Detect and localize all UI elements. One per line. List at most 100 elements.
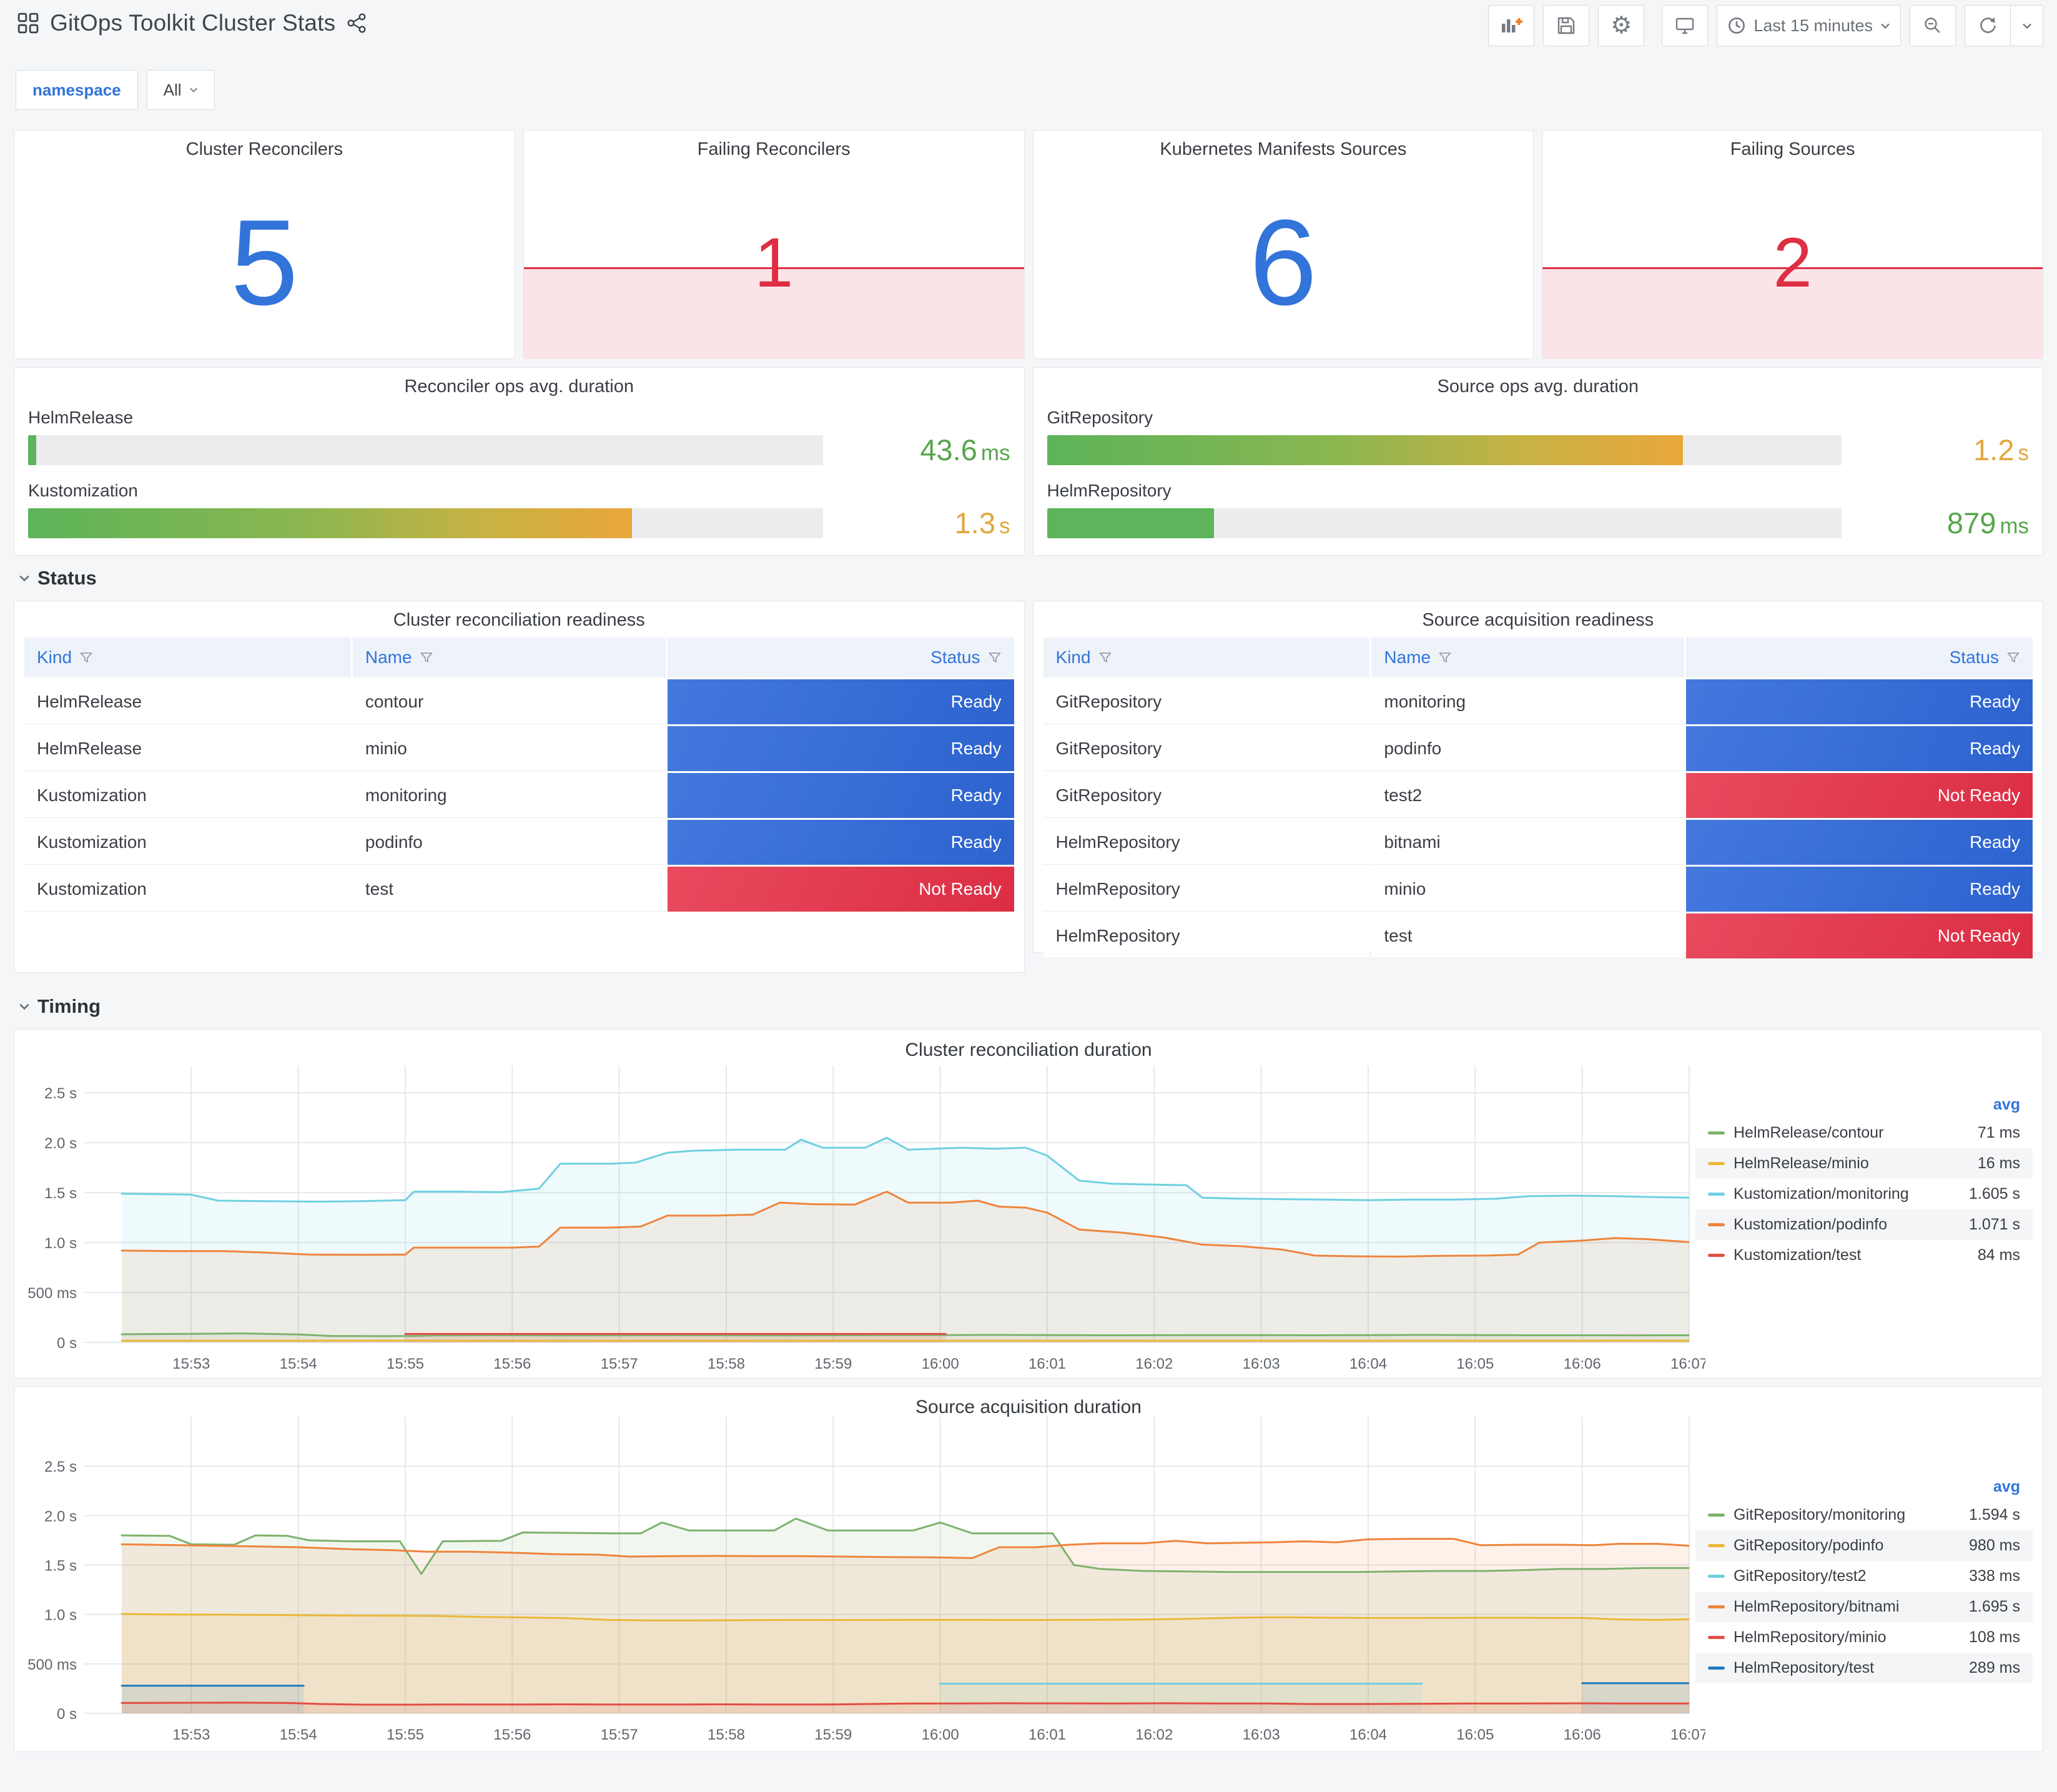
chart-source-acquisition-duration: Source acquisition duration 0 s 500 ms 1.0… [14,1386,2043,1752]
panel-title: Cluster reconciliation readiness [393,610,645,630]
table-cell-name: bitnami [1371,820,1685,865]
svg-text:0 s: 0 s [57,1335,77,1352]
legend-avg-header[interactable]: avg [1993,1096,2020,1113]
status-badge: Ready [667,773,1014,818]
status-badge: Ready [667,820,1014,865]
svg-text:16:03: 16:03 [1243,1726,1280,1743]
chevron-down-icon [1881,23,1890,29]
time-range-label: Last 15 minutes [1754,16,1873,35]
legend-item[interactable]: HelmRepository/test 289 ms [1695,1653,2033,1683]
stat-manifests-sources[interactable]: Kubernetes Manifests Sources 6 [1032,130,1534,359]
gauge-reconciler-ops[interactable]: Reconciler ops avg. duration HelmRelease… [14,367,1025,556]
gauge-source-ops[interactable]: Source ops avg. duration GitRepository 1… [1032,367,2043,556]
stat-value: 5 [230,194,298,331]
status-badge: Ready [667,726,1014,771]
refresh-button[interactable] [1965,5,2011,46]
svg-text:500 ms: 500 ms [27,1285,77,1302]
svg-text:15:59: 15:59 [814,1726,852,1743]
svg-text:16:04: 16:04 [1349,1726,1387,1743]
svg-text:15:59: 15:59 [814,1356,852,1372]
panel-title: Source acquisition readiness [1422,610,1654,630]
legend-item[interactable]: GitRepository/test2 338 ms [1695,1561,2033,1592]
apps-grid-icon[interactable] [17,12,39,34]
section-timing-label: Timing [37,995,101,1017]
settings-gear-icon: ⚙ [1611,12,1632,39]
timeseries-plot[interactable]: 0 s 500 ms 1.0 s 1.5 s 2.0 s 2.5 s 15:53 15:54 1… [19,1412,1705,1752]
table-cell-name: minio [1371,867,1685,912]
svg-text:2.5 s: 2.5 s [44,1085,77,1102]
share-icon[interactable] [347,13,367,33]
legend-item[interactable]: GitRepository/podinfo 980 ms [1695,1530,2033,1561]
stat-failing-sources[interactable]: Failing Sources 2 [1542,130,2043,359]
cycle-view-mode-button[interactable] [1662,5,1709,46]
svg-text:15:55: 15:55 [387,1356,424,1372]
svg-text:15:53: 15:53 [172,1726,210,1743]
dashboard-title: GitOps Toolkit Cluster Stats [50,10,336,36]
section-status-label: Status [37,567,97,589]
timeseries-plot[interactable]: 0 s 500 ms 1.0 s 1.5 s 2.0 s 2.5 s 15:53 15:54 1… [19,1061,1705,1376]
legend-item[interactable]: HelmRepository/bitnami 1.695 s [1695,1592,2033,1622]
chevron-down-icon [189,87,197,92]
legend-item[interactable]: HelmRepository/minio 108 ms [1695,1622,2033,1653]
add-panel-button[interactable] [1488,5,1535,46]
cycle-view-icon [1676,17,1694,34]
series-color-swatch [1708,1254,1725,1257]
legend-item[interactable]: Kustomization/monitoring 1.605 s [1695,1179,2033,1209]
table-cell-kind: GitRepository [1043,773,1370,818]
panel-title: Source ops avg. duration [1437,377,1639,396]
legend-item[interactable]: Kustomization/podinfo 1.071 s [1695,1209,2033,1240]
svg-text:16:07: 16:07 [1670,1356,1705,1372]
panel-title: Failing Reconcilers [697,139,851,159]
column-header-kind[interactable]: Kind [1043,638,1370,677]
table-cell-name: podinfo [352,820,666,865]
legend-item[interactable]: HelmRelease/contour 71 ms [1695,1118,2033,1148]
panel-title: Kubernetes Manifests Sources [1160,139,1407,159]
add-panel-icon [1502,18,1523,32]
stat-value: 6 [1249,194,1318,331]
column-header-kind[interactable]: Kind [24,638,351,677]
chevron-down-icon [2022,23,2031,29]
series-color-swatch [1708,1162,1725,1165]
table-cell-name: test [352,867,666,912]
dashboard-toolbar: ⚙ Last 15 minutes [1488,5,2043,46]
section-status-toggle[interactable]: Status [19,567,97,589]
svg-text:15:57: 15:57 [601,1356,638,1372]
svg-text:15:53: 15:53 [172,1356,210,1372]
save-dashboard-button[interactable] [1543,5,1590,46]
section-timing-toggle[interactable]: Timing [19,995,101,1018]
filter-funnel-icon [989,652,1000,662]
chart-legend: avg GitRepository/monitoring 1.594 s GitRep… [1695,1474,2033,1683]
panel-title: Failing Sources [1730,139,1855,159]
readiness-table: Kind Name Status GitRepository monitoring Rea… [1043,638,2033,958]
namespace-variable-select[interactable]: All [146,70,215,110]
table-cell-name: test2 [1371,773,1685,818]
bar-gauge-track [1047,508,1842,538]
legend-item[interactable]: Kustomization/test 84 ms [1695,1240,2033,1271]
column-header-name[interactable]: Name [352,638,666,677]
stats-row: Cluster Reconcilers 5 Failing Reconciler… [14,130,2043,359]
chart-cluster-reconciliation-duration: Cluster reconciliation duration 0 s 500 m… [14,1029,2043,1379]
column-header-status[interactable]: Status [1686,638,2033,677]
dashboard-settings-button[interactable]: ⚙ [1598,5,1645,46]
zoom-out-button[interactable] [1910,5,1956,46]
column-header-status[interactable]: Status [667,638,1014,677]
stat-failing-reconcilers[interactable]: Failing Reconcilers 1 [523,130,1025,359]
column-header-name[interactable]: Name [1371,638,1685,677]
svg-text:15:58: 15:58 [708,1726,745,1743]
namespace-variable-label[interactable]: namespace [16,70,138,110]
status-badge: Not Ready [1686,913,2033,958]
legend-item[interactable]: HelmRelease/minio 16 ms [1695,1148,2033,1179]
legend-avg-header[interactable]: avg [1993,1478,2020,1495]
dashboard-header: GitOps Toolkit Cluster Stats [17,10,367,36]
svg-text:16:01: 16:01 [1028,1356,1066,1372]
gauge-row: HelmRelease 43.6 ms [28,408,1010,466]
table-cell-kind: Kustomization [24,820,351,865]
stat-cluster-reconcilers[interactable]: Cluster Reconcilers 5 [14,130,515,359]
refresh-interval-dropdown[interactable] [2011,5,2043,46]
legend-item[interactable]: GitRepository/monitoring 1.594 s [1695,1500,2033,1530]
svg-text:16:05: 16:05 [1456,1726,1494,1743]
table-cell-name: monitoring [352,773,666,818]
time-range-picker[interactable]: Last 15 minutes [1717,5,1901,46]
panel-title: Cluster Reconcilers [185,139,343,159]
svg-text:15:56: 15:56 [493,1356,531,1372]
